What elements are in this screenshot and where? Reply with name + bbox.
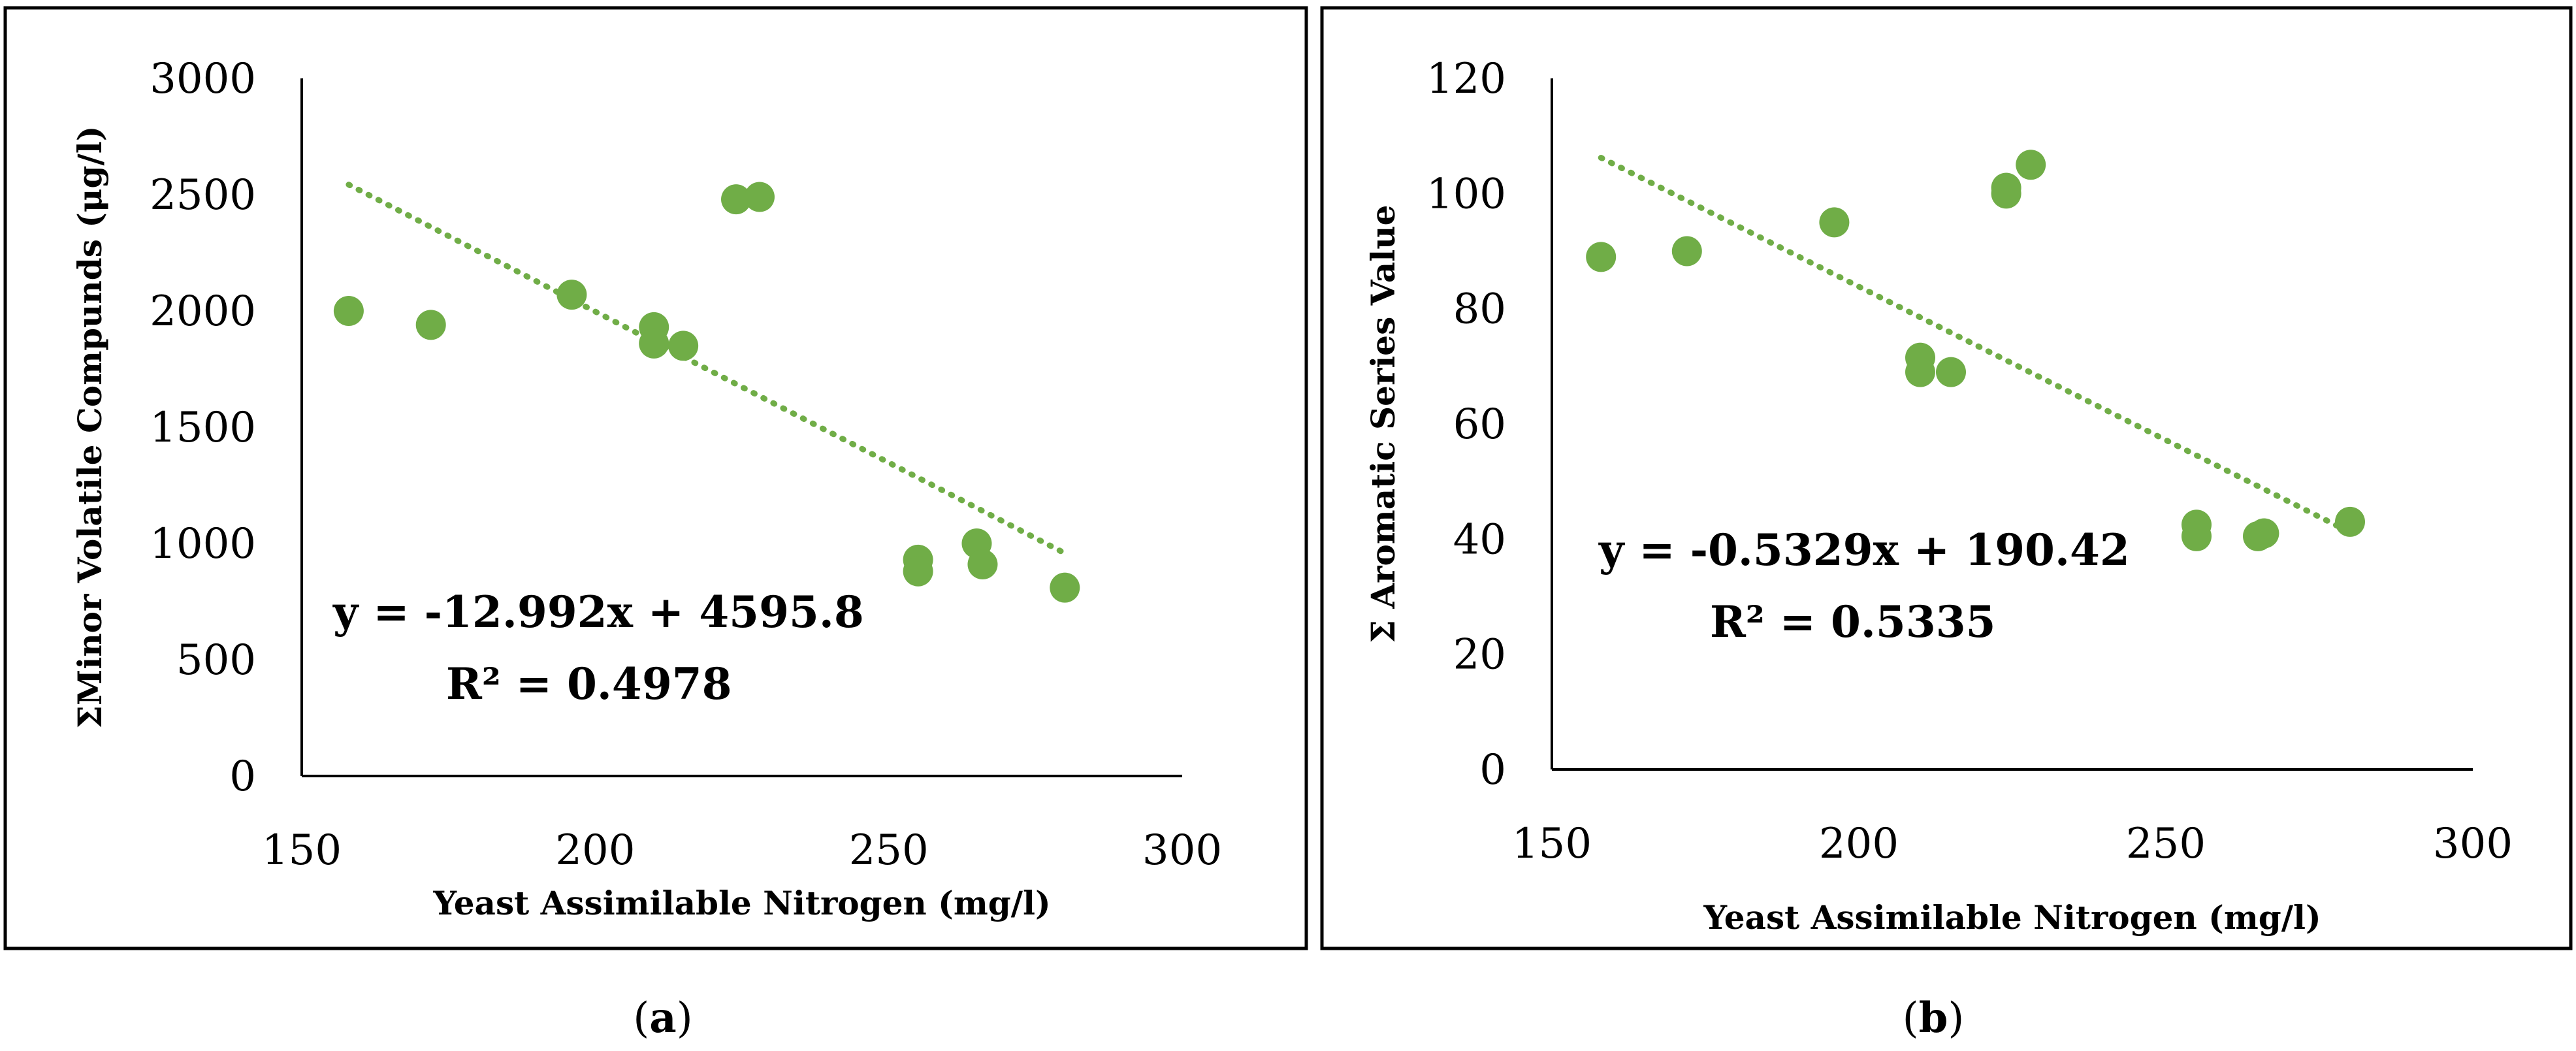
data-point [2335, 506, 2365, 537]
y-tick-label: 0 [229, 752, 256, 801]
y-tick-label: 20 [1453, 631, 1506, 679]
data-point [1586, 242, 1617, 272]
x-tick-label: 250 [2126, 820, 2206, 868]
x-tick-label: 300 [1142, 826, 1222, 875]
y-tick-label: 120 [1426, 55, 1506, 103]
y-tick-label: 1000 [150, 520, 256, 568]
x-tick-label: 200 [555, 826, 635, 875]
y-tick-label: 40 [1453, 515, 1506, 564]
r-squared-label: R² = 0.5335 [1710, 596, 1996, 647]
y-tick-label: 1500 [150, 404, 256, 452]
y-axis-title: Σ Aromatic Series Value [1364, 205, 1402, 643]
data-point [2182, 521, 2212, 551]
data-point [2249, 518, 2279, 549]
data-point [1936, 357, 1966, 387]
x-tick-label: 200 [1819, 820, 1899, 868]
data-point [556, 280, 587, 310]
data-point [721, 184, 752, 215]
caption-letter: b [1919, 994, 1948, 1043]
data-point [1050, 572, 1080, 603]
data-point [2016, 150, 2046, 180]
data-point [903, 556, 933, 587]
r-squared-label: R² = 0.4978 [446, 658, 732, 709]
x-tick-label: 250 [849, 826, 929, 875]
y-tick-label: 2000 [150, 287, 256, 336]
caption-letter: a [649, 994, 676, 1043]
data-point [668, 331, 699, 361]
trendline-equation: y = -12.992x + 4595.8 [332, 587, 864, 638]
data-point [639, 328, 669, 359]
trendline-equation: y = -0.5329x + 190.42 [1598, 525, 2130, 575]
data-point [1819, 207, 1850, 238]
data-point [744, 182, 775, 212]
y-tick-label: 0 [1479, 746, 1506, 794]
chart-panel-b: 0 20 40 60 80 100 120 150 200 250 300 Yeast Assimil… [1320, 6, 2573, 1043]
panel-frame [1320, 6, 2573, 950]
caption-close-paren: ) [1948, 994, 1964, 1043]
y-tick-label: 3000 [150, 55, 256, 103]
data-point [1671, 236, 1702, 267]
trendline [346, 182, 1068, 557]
panel-frame [3, 6, 1308, 950]
panel-caption: (a) [633, 994, 692, 1043]
trendline [1598, 154, 2353, 536]
caption-open-paren: ( [633, 994, 649, 1043]
caption-open-paren: ( [1903, 994, 1919, 1043]
x-axis-title: Yeast Assimilable Nitrogen (mg/l) [432, 884, 1050, 922]
data-point [333, 296, 364, 326]
y-tick-label: 60 [1453, 400, 1506, 449]
caption-close-paren: ) [677, 994, 693, 1043]
x-tick-label: 300 [2433, 820, 2513, 868]
x-tick-label: 150 [1512, 820, 1592, 868]
chart-panel-a: 0 500 1000 1500 2000 2500 3000 150 200 250 300 Yeas… [3, 6, 1308, 1043]
data-point [415, 310, 446, 340]
x-tick-label: 150 [262, 826, 342, 875]
y-tick-label: 100 [1426, 170, 1506, 218]
data-point [967, 549, 998, 580]
x-axis-title: Yeast Assimilable Nitrogen (mg/l) [1703, 898, 2321, 937]
data-point [1905, 357, 1935, 387]
y-axis-title: ΣMinor Volatile Compunds (μg/l) [71, 126, 109, 729]
panel-caption: (b) [1903, 994, 1965, 1043]
y-tick-label: 2500 [150, 171, 256, 219]
y-tick-label: 80 [1453, 285, 1506, 334]
data-point [1991, 178, 2021, 209]
y-tick-label: 500 [176, 636, 256, 685]
